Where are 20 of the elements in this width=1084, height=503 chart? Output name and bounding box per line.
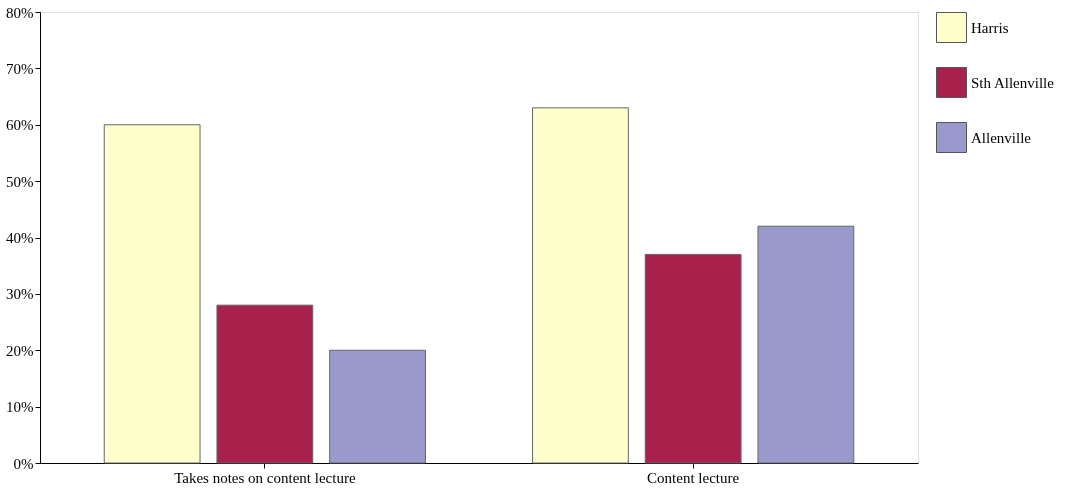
y-tick-label: 60% [6,117,34,134]
bar [532,107,629,464]
y-tick-label: 50% [6,173,34,190]
bar [216,304,314,464]
y-tick-label: 0% [13,455,34,472]
bar [757,225,855,464]
y-tick-label: 20% [6,342,34,359]
legend-label: Allenville [971,129,1032,146]
y-tick-label: 70% [6,60,34,77]
bar [103,124,201,464]
y-tick-label: 10% [6,399,34,416]
y-tick-label: 80% [6,4,34,21]
legend-label: Sth Allenville [971,74,1055,91]
x-tick-label: Takes notes on content lecture [174,469,356,486]
y-tick-label: 40% [6,230,34,246]
legend-label: Harris [971,19,1009,36]
y-tick-label: 30% [6,286,34,303]
bar [329,349,426,464]
bar [644,253,742,464]
x-tick-label: Content lecture [647,469,740,486]
